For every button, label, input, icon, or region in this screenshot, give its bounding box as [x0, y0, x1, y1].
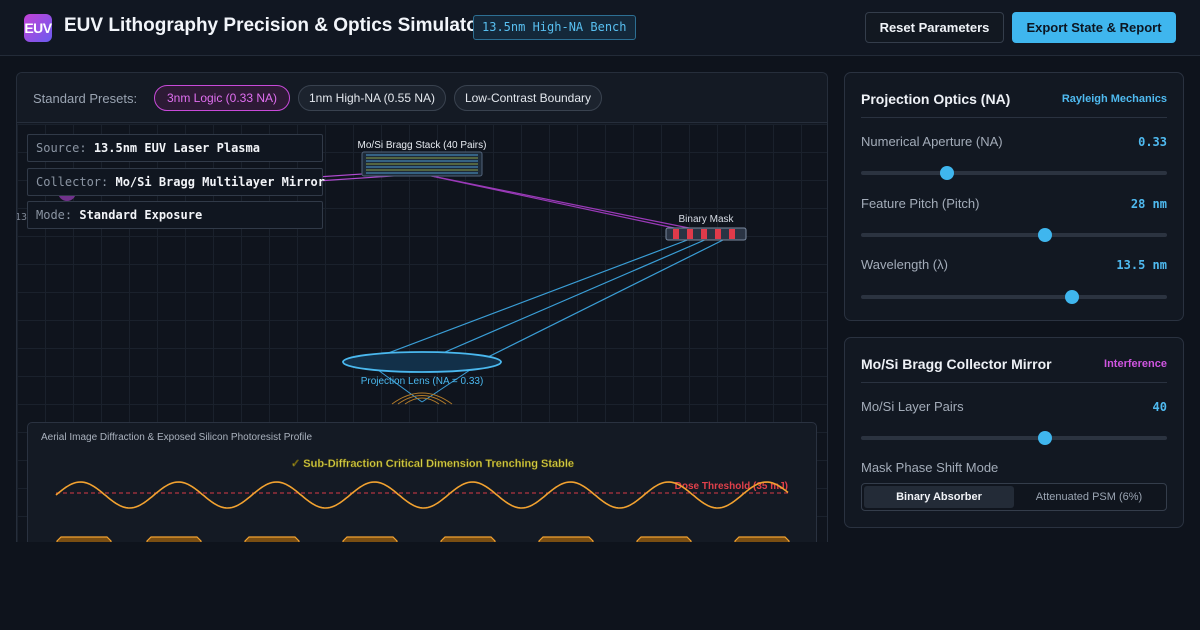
preset-low-contrast[interactable]: Low-Contrast Boundary — [454, 85, 602, 111]
lens-label: Projection Lens (NA = 0.33) — [361, 376, 484, 387]
aerial-title: Aerial Image Diffraction & Exposed Silic… — [41, 432, 313, 443]
projection-lens — [342, 351, 502, 373]
preset-3nm-logic[interactable]: 3nm Logic (0.33 NA) — [154, 85, 290, 111]
info-mode-value: Standard Exposure — [79, 208, 203, 222]
simulation-panel: Standard Presets: 3nm Logic (0.33 NA) 1n… — [16, 72, 828, 542]
stray-tick-label: 13 — [16, 212, 28, 223]
beam-mask-lens-3 — [481, 238, 726, 361]
resist-block — [56, 536, 112, 542]
na-slider-thumb[interactable] — [939, 166, 954, 180]
mask-absorbers — [673, 229, 735, 239]
resist-block — [440, 536, 496, 542]
resist-block — [636, 536, 692, 542]
optics-card-title: Projection Optics (NA) — [861, 91, 1011, 107]
optics-diagram: Mo/Si Bragg Stack (40 Pairs) Binary Mask… — [58, 140, 747, 405]
app-logo: EUV — [24, 14, 52, 42]
resist-block — [538, 536, 594, 542]
presets-label: Standard Presets: — [33, 91, 138, 106]
aerial-image-panel: Aerial Image Diffraction & Exposed Silic… — [27, 422, 817, 542]
photoresist-profile — [56, 536, 790, 542]
wavelength-label: Wavelength (λ) — [861, 257, 948, 272]
phase-mode-attenuated-psm[interactable]: Attenuated PSM (6%) — [1035, 491, 1143, 503]
reset-parameters-button[interactable]: Reset Parameters — [865, 12, 1004, 43]
na-slider[interactable] — [861, 166, 1167, 180]
layer-pairs-label: Mo/Si Layer Pairs — [861, 399, 964, 414]
pitch-label: Feature Pitch (Pitch) — [861, 196, 980, 211]
info-source-key: Source: — [36, 141, 87, 155]
resist-block — [342, 536, 398, 542]
preset-1nm-high-na[interactable]: 1nm High-NA (0.55 NA) — [298, 85, 446, 111]
pitch-slider[interactable] — [861, 228, 1167, 242]
pitch-slider-thumb[interactable] — [1037, 228, 1052, 242]
na-value: 0.33 — [1138, 135, 1167, 149]
optics-card-tag: Rayleigh Mechanics — [1061, 93, 1167, 105]
app-header: EUV EUV Lithography Precision & Optics S… — [0, 0, 1200, 56]
info-collector-key: Collector: — [36, 175, 109, 189]
bench-badge: 13.5nm High-NA Bench — [473, 15, 636, 40]
optics-stage: Mo/Si Bragg Stack (40 Pairs) Binary Mask… — [16, 124, 827, 542]
resist-block — [244, 536, 300, 542]
aerial-status: ✓ Sub-Diffraction Critical Dimension Tre… — [291, 458, 574, 470]
bragg-stack-label: Mo/Si Bragg Stack (40 Pairs) — [358, 140, 487, 151]
info-mode: Mode: Standard Exposure — [27, 201, 323, 229]
beam-mask-lens-1 — [366, 238, 691, 362]
wavelength-slider-thumb[interactable] — [1065, 290, 1080, 304]
info-mode-key: Mode: — [36, 208, 73, 222]
resist-block — [146, 536, 202, 542]
wavelength-value: 13.5 nm — [1116, 258, 1167, 272]
bragg-card-title: Mo/Si Bragg Collector Mirror — [861, 356, 1052, 372]
export-report-button[interactable]: Export State & Report — [1012, 12, 1176, 43]
app-title: EUV Lithography Precision & Optics Simul… — [64, 15, 486, 36]
optics-card-divider — [861, 117, 1167, 118]
phase-mode-binary[interactable]: Binary Absorber — [864, 486, 1014, 508]
layer-pairs-slider-thumb[interactable] — [1037, 431, 1052, 445]
bragg-layers — [366, 154, 478, 174]
resist-block — [734, 536, 790, 542]
phase-mode-toggle[interactable]: Binary Absorber Attenuated PSM (6%) — [861, 483, 1167, 511]
projection-optics-card: Projection Optics (NA) Rayleigh Mechanic… — [844, 72, 1184, 321]
aerial-plot: ✓ Sub-Diffraction Critical Dimension Tre… — [55, 458, 790, 542]
beam-bragg-mask-2 — [421, 173, 703, 235]
wavelength-slider[interactable] — [861, 290, 1167, 304]
info-collector-value: Mo/Si Bragg Multilayer Mirror — [115, 175, 325, 189]
layer-pairs-slider[interactable] — [861, 431, 1167, 445]
pitch-value: 28 nm — [1130, 197, 1167, 211]
phase-mode-label: Mask Phase Shift Mode — [861, 460, 999, 475]
dose-threshold-label: Dose Threshold (35 mJ) — [675, 481, 788, 492]
info-source-value: 13.5nm EUV Laser Plasma — [93, 141, 260, 155]
layer-pairs-value: 40 — [1152, 400, 1167, 414]
bragg-card-divider — [861, 382, 1167, 383]
presets-bar: Standard Presets: 3nm Logic (0.33 NA) 1n… — [17, 73, 827, 123]
info-collector: Collector: Mo/Si Bragg Multilayer Mirror — [27, 168, 325, 196]
aerial-intensity-wave — [55, 481, 789, 509]
bragg-mirror-card: Mo/Si Bragg Collector Mirror Interferenc… — [844, 337, 1184, 528]
wafer-focus-arcs — [391, 392, 453, 405]
mask-label: Binary Mask — [678, 214, 734, 225]
na-label: Numerical Aperture (NA) — [861, 134, 1003, 149]
bragg-card-tag: Interference — [1104, 358, 1167, 370]
beam-mask-lens-2 — [421, 238, 708, 363]
info-source: Source: 13.5nm EUV Laser Plasma — [27, 134, 323, 162]
